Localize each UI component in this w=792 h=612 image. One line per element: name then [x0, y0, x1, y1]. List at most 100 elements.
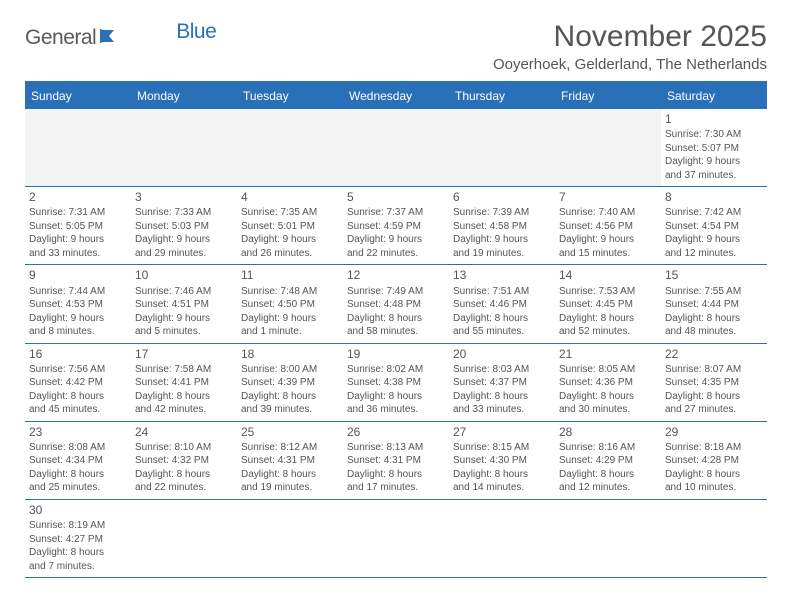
day-daylight1: Daylight: 9 hours	[135, 233, 233, 247]
calendar: Sunday Monday Tuesday Wednesday Thursday…	[25, 81, 767, 578]
day-daylight1: Daylight: 9 hours	[135, 312, 233, 326]
day-daylight1: Daylight: 8 hours	[665, 312, 763, 326]
day-sunrise: Sunrise: 8:18 AM	[665, 441, 763, 455]
day-sunset: Sunset: 4:35 PM	[665, 376, 763, 390]
day-cell: 19Sunrise: 8:02 AMSunset: 4:38 PMDayligh…	[343, 344, 449, 421]
day-sunrise: Sunrise: 7:56 AM	[29, 363, 127, 377]
day-cell: 29Sunrise: 8:18 AMSunset: 4:28 PMDayligh…	[661, 422, 767, 499]
day-daylight2: and 22 minutes.	[347, 247, 445, 261]
day-sunset: Sunset: 4:31 PM	[347, 454, 445, 468]
day-number: 18	[241, 346, 339, 362]
day-daylight1: Daylight: 8 hours	[453, 390, 551, 404]
day-number: 7	[559, 189, 657, 205]
day-number: 9	[29, 267, 127, 283]
day-sunset: Sunset: 4:39 PM	[241, 376, 339, 390]
day-cell: 9Sunrise: 7:44 AMSunset: 4:53 PMDaylight…	[25, 265, 131, 342]
day-number: 20	[453, 346, 551, 362]
day-cell: 11Sunrise: 7:48 AMSunset: 4:50 PMDayligh…	[237, 265, 343, 342]
day-cell: 13Sunrise: 7:51 AMSunset: 4:46 PMDayligh…	[449, 265, 555, 342]
day-sunset: Sunset: 4:59 PM	[347, 220, 445, 234]
day-daylight2: and 58 minutes.	[347, 325, 445, 339]
day-daylight2: and 26 minutes.	[241, 247, 339, 261]
day-sunrise: Sunrise: 7:30 AM	[665, 128, 763, 142]
day-number: 10	[135, 267, 233, 283]
title-block: November 2025 Ooyerhoek, Gelderland, The…	[493, 20, 767, 73]
day-daylight1: Daylight: 8 hours	[29, 468, 127, 482]
day-sunrise: Sunrise: 8:05 AM	[559, 363, 657, 377]
day-daylight2: and 10 minutes.	[665, 481, 763, 495]
day-daylight2: and 7 minutes.	[29, 560, 127, 574]
day-sunrise: Sunrise: 7:51 AM	[453, 285, 551, 299]
day-cell: 18Sunrise: 8:00 AMSunset: 4:39 PMDayligh…	[237, 344, 343, 421]
day-number: 15	[665, 267, 763, 283]
day-cell: 20Sunrise: 8:03 AMSunset: 4:37 PMDayligh…	[449, 344, 555, 421]
day-cell: 16Sunrise: 7:56 AMSunset: 4:42 PMDayligh…	[25, 344, 131, 421]
day-number: 8	[665, 189, 763, 205]
day-sunrise: Sunrise: 7:31 AM	[29, 206, 127, 220]
day-number: 29	[665, 424, 763, 440]
day-sunrise: Sunrise: 7:44 AM	[29, 285, 127, 299]
weekday-mon: Monday	[131, 84, 237, 109]
day-sunset: Sunset: 4:36 PM	[559, 376, 657, 390]
day-number: 21	[559, 346, 657, 362]
day-cell	[131, 109, 237, 186]
day-sunrise: Sunrise: 8:03 AM	[453, 363, 551, 377]
day-sunrise: Sunrise: 8:16 AM	[559, 441, 657, 455]
day-daylight1: Daylight: 8 hours	[241, 390, 339, 404]
day-daylight1: Daylight: 9 hours	[665, 155, 763, 169]
day-cell	[555, 500, 661, 577]
day-cell: 23Sunrise: 8:08 AMSunset: 4:34 PMDayligh…	[25, 422, 131, 499]
day-sunrise: Sunrise: 7:46 AM	[135, 285, 233, 299]
day-daylight2: and 14 minutes.	[453, 481, 551, 495]
logo-text-blue: Blue	[176, 20, 216, 44]
day-daylight1: Daylight: 8 hours	[135, 390, 233, 404]
day-cell: 14Sunrise: 7:53 AMSunset: 4:45 PMDayligh…	[555, 265, 661, 342]
day-daylight1: Daylight: 9 hours	[665, 233, 763, 247]
day-sunrise: Sunrise: 8:12 AM	[241, 441, 339, 455]
day-number: 2	[29, 189, 127, 205]
header: General Blue November 2025 Ooyerhoek, Gel…	[25, 20, 767, 73]
month-title: November 2025	[493, 20, 767, 54]
day-daylight1: Daylight: 9 hours	[559, 233, 657, 247]
day-sunrise: Sunrise: 7:37 AM	[347, 206, 445, 220]
day-sunrise: Sunrise: 8:08 AM	[29, 441, 127, 455]
day-daylight2: and 22 minutes.	[135, 481, 233, 495]
day-sunrise: Sunrise: 8:10 AM	[135, 441, 233, 455]
day-sunset: Sunset: 4:51 PM	[135, 298, 233, 312]
day-daylight2: and 8 minutes.	[29, 325, 127, 339]
day-daylight1: Daylight: 8 hours	[559, 312, 657, 326]
day-number: 13	[453, 267, 551, 283]
day-daylight2: and 12 minutes.	[559, 481, 657, 495]
logo-text-general: General	[25, 26, 96, 50]
day-daylight2: and 17 minutes.	[347, 481, 445, 495]
day-daylight2: and 55 minutes.	[453, 325, 551, 339]
day-daylight1: Daylight: 9 hours	[453, 233, 551, 247]
day-daylight2: and 33 minutes.	[29, 247, 127, 261]
day-cell	[131, 500, 237, 577]
day-number: 28	[559, 424, 657, 440]
day-cell: 5Sunrise: 7:37 AMSunset: 4:59 PMDaylight…	[343, 187, 449, 264]
day-cell	[343, 109, 449, 186]
day-sunrise: Sunrise: 7:53 AM	[559, 285, 657, 299]
day-daylight1: Daylight: 8 hours	[453, 468, 551, 482]
day-sunset: Sunset: 4:45 PM	[559, 298, 657, 312]
weekday-sun: Sunday	[25, 84, 131, 109]
day-daylight2: and 15 minutes.	[559, 247, 657, 261]
day-sunset: Sunset: 4:46 PM	[453, 298, 551, 312]
day-daylight1: Daylight: 9 hours	[29, 312, 127, 326]
day-cell	[661, 500, 767, 577]
week-row: 23Sunrise: 8:08 AMSunset: 4:34 PMDayligh…	[25, 421, 767, 499]
day-number: 16	[29, 346, 127, 362]
day-daylight1: Daylight: 8 hours	[29, 546, 127, 560]
day-sunset: Sunset: 4:31 PM	[241, 454, 339, 468]
day-sunrise: Sunrise: 7:49 AM	[347, 285, 445, 299]
day-cell: 24Sunrise: 8:10 AMSunset: 4:32 PMDayligh…	[131, 422, 237, 499]
day-daylight2: and 27 minutes.	[665, 403, 763, 417]
day-daylight2: and 30 minutes.	[559, 403, 657, 417]
day-cell: 8Sunrise: 7:42 AMSunset: 4:54 PMDaylight…	[661, 187, 767, 264]
day-number: 5	[347, 189, 445, 205]
day-sunset: Sunset: 4:30 PM	[453, 454, 551, 468]
day-cell: 2Sunrise: 7:31 AMSunset: 5:05 PMDaylight…	[25, 187, 131, 264]
weekday-sat: Saturday	[661, 84, 767, 109]
week-row: 30Sunrise: 8:19 AMSunset: 4:27 PMDayligh…	[25, 499, 767, 577]
